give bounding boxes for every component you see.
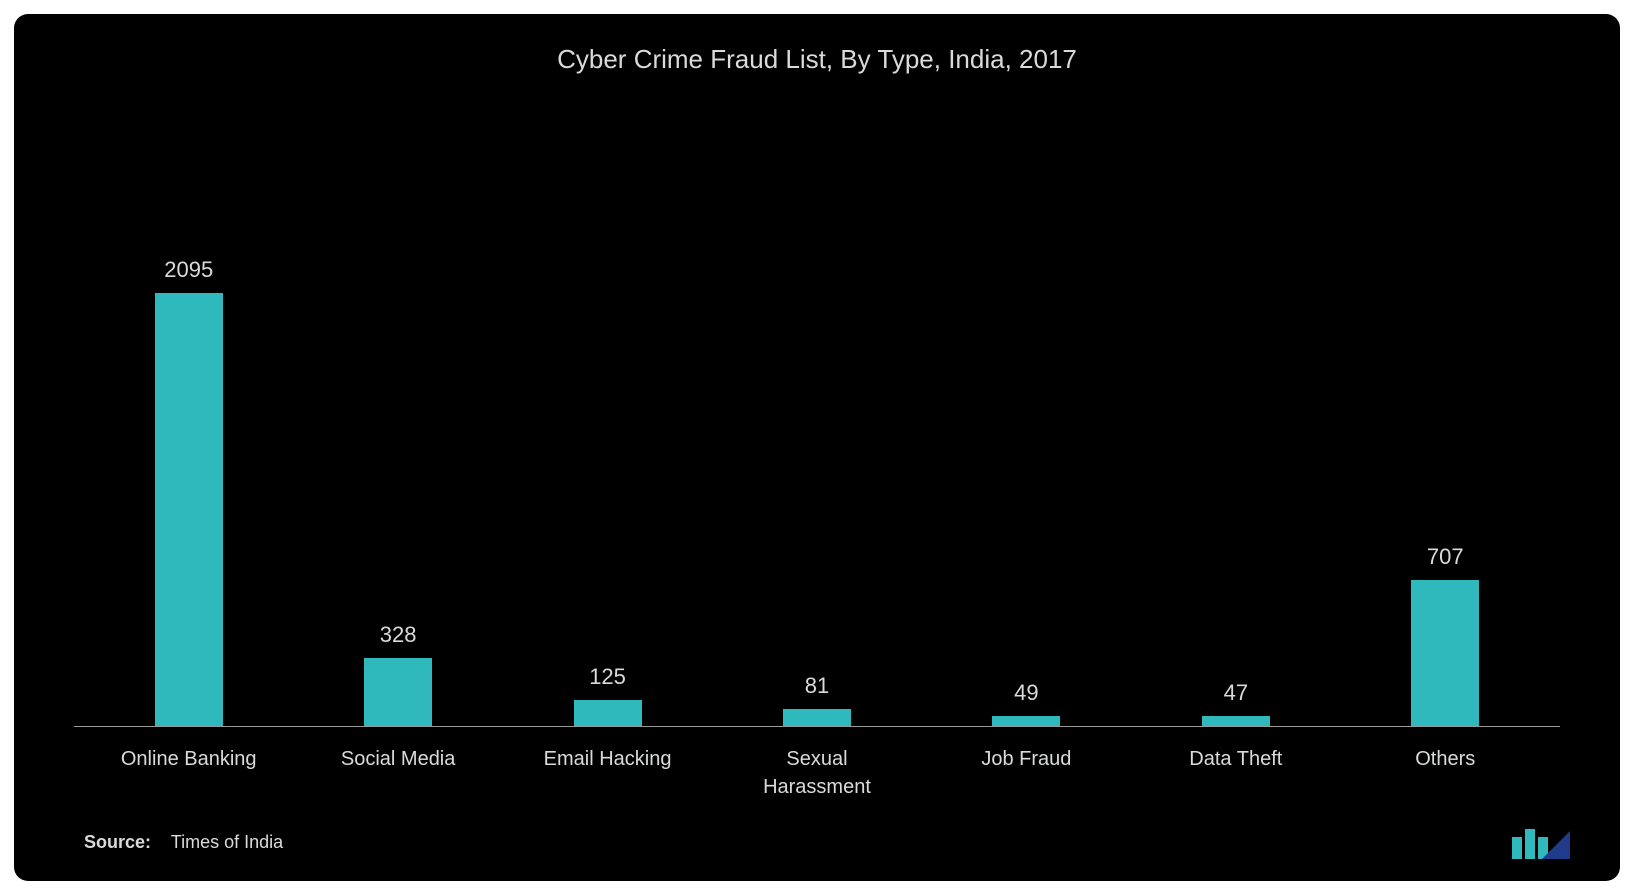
bar-value-label: 328 [380,622,417,648]
source-attribution: Source: Times of India [84,832,283,853]
x-axis-label: Job Fraud [922,745,1131,801]
bar-value-label: 2095 [164,257,213,283]
bar-group: 47 [1131,125,1340,726]
bar-rect [574,700,642,726]
source-text: Times of India [171,832,283,852]
bar-rect [1411,580,1479,726]
chart-title: Cyber Crime Fraud List, By Type, India, … [74,44,1560,75]
x-axis-labels: Online BankingSocial MediaEmail HackingS… [74,745,1560,801]
x-axis-label: SexualHarassment [712,745,921,801]
bar-group: 49 [922,125,1131,726]
bar-rect [992,716,1060,726]
source-prefix: Source: [84,832,151,852]
bar-rect [155,293,223,726]
plot-area: 2095 328 125 81 49 47 707 [74,125,1560,727]
bar-group: 125 [503,125,712,726]
bar-group: 328 [293,125,502,726]
bar-value-label: 81 [805,673,829,699]
x-axis-label: Data Theft [1131,745,1340,801]
bar-rect [364,658,432,726]
bar-value-label: 125 [589,664,626,690]
bar-value-label: 49 [1014,680,1038,706]
x-axis-label: Email Hacking [503,745,712,801]
chart-frame: Cyber Crime Fraud List, By Type, India, … [14,14,1620,881]
chart-container: Cyber Crime Fraud List, By Type, India, … [0,0,1634,895]
x-axis-label: Others [1341,745,1550,801]
bar-group: 707 [1341,125,1550,726]
bar-value-label: 47 [1224,680,1248,706]
x-axis-label: Social Media [293,745,502,801]
x-axis-label: Online Banking [84,745,293,801]
bar-rect [783,709,851,726]
mordor-logo-icon [1512,823,1570,859]
bar-value-label: 707 [1427,544,1464,570]
bar-group: 81 [712,125,921,726]
bar-group: 2095 [84,125,293,726]
bar-rect [1202,716,1270,726]
